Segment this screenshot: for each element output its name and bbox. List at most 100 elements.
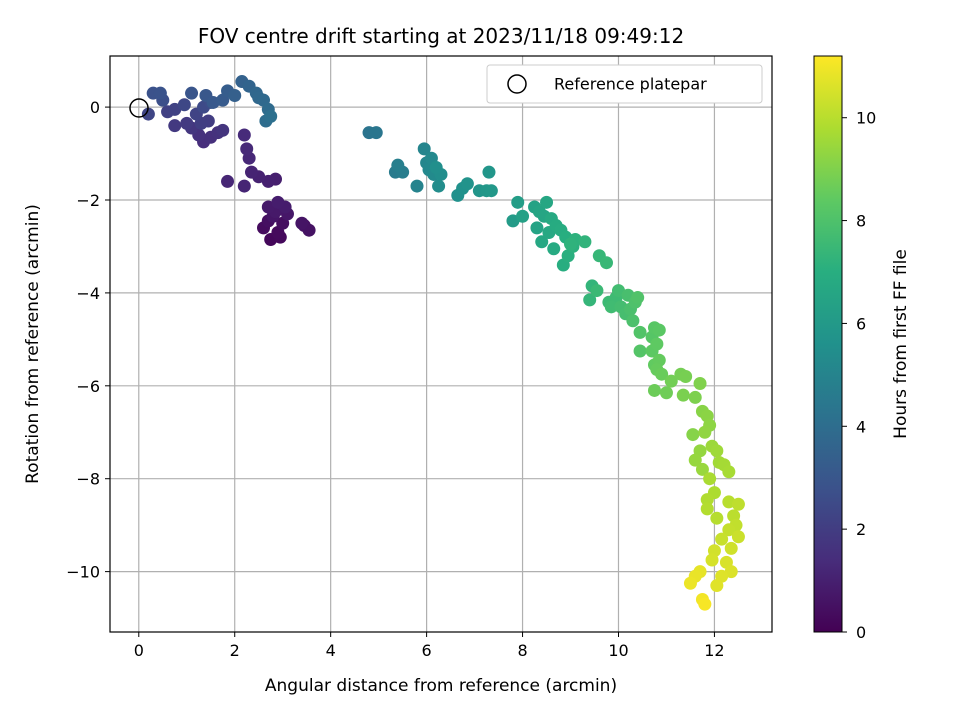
data-point [705,553,719,567]
data-point [683,576,697,590]
data-point [700,493,714,507]
data-point [710,579,724,593]
data-point [652,323,666,337]
data-point [221,174,235,188]
colorbar: 0 2 4 6 8 10 Hours from first FF file [813,55,911,642]
data-point [153,86,167,100]
data-point [530,221,544,235]
data-point [686,428,700,442]
data-point [484,184,498,198]
data-point [547,242,561,256]
data-point [731,497,745,511]
data-point [237,128,251,142]
data-point [703,472,717,486]
data-point [295,216,309,230]
chart-title: FOV centre drift starting at 2023/11/18 … [198,24,684,48]
y-tick-label: −4 [76,284,100,303]
data-point [647,383,661,397]
data-point [731,530,745,544]
data-point [633,325,647,339]
colorbar-label: Hours from first FF file [891,249,911,439]
data-point [180,116,194,130]
data-point [511,195,525,209]
data-point [659,386,673,400]
y-tick-label: −10 [66,563,100,582]
data-point [185,86,199,100]
data-point [141,107,155,121]
x-tick-label: 10 [608,641,628,660]
legend-marker-icon [507,74,527,94]
data-point [655,367,669,381]
colorbar-tick-label: 6 [856,314,866,333]
x-axis-label: Angular distance from reference (arcmin) [265,676,617,696]
data-point [245,165,259,179]
data-point [168,119,182,133]
colorbar-tick-label: 4 [856,417,866,436]
x-tick-label: 6 [422,641,432,660]
data-point [722,465,736,479]
x-tick-label: 4 [326,641,336,660]
data-point [600,256,613,270]
data-point [693,376,707,390]
data-point [429,160,443,174]
data-point [604,300,618,314]
data-point [417,142,431,156]
data-point [695,462,709,476]
x-tick-label: 12 [704,641,724,660]
data-point [264,109,278,123]
y-tick-label: −2 [76,191,100,210]
y-tick-label: −8 [76,470,100,489]
data-point [535,235,549,249]
colorbar-tick-label: 10 [856,109,876,128]
data-points [141,75,745,611]
x-tick-label: 0 [134,641,144,660]
data-point [710,511,724,525]
data-point [216,123,230,137]
x-tick-label: 2 [230,641,240,660]
data-point [631,291,645,305]
data-point [391,158,405,172]
data-point [410,179,424,193]
data-point [664,374,678,388]
colorbar-tick-label: 0 [856,623,866,642]
data-point [578,235,592,249]
data-point [516,209,530,223]
data-point [710,444,724,458]
grid-lines [110,56,772,632]
colorbar-tick-label: 2 [856,520,866,539]
data-point [633,344,647,358]
colorbar-ticks: 0 2 4 6 8 10 [842,109,876,642]
data-point [679,370,693,384]
data-point [724,541,738,555]
data-point [590,284,604,298]
data-point [228,88,242,102]
data-point [715,532,729,546]
data-point [722,523,736,537]
y-tick-label: 0 [90,98,100,117]
data-point [369,126,383,140]
data-point [482,165,496,179]
data-point [271,195,285,209]
plot-frame [109,55,773,633]
data-point [688,390,702,404]
legend-box [486,64,763,104]
y-axis-label: Rotation from reference (arcmin) [23,204,43,484]
y-axis-ticks: 0 −2 −4 −6 −8 −10 [66,98,110,582]
y-tick-label: −6 [76,377,100,396]
data-point [177,98,191,112]
data-point [626,314,640,328]
data-point [698,425,712,439]
data-point [676,388,690,402]
legend: Reference platepar [486,64,763,104]
data-point [698,597,712,611]
x-tick-label: 8 [517,641,527,660]
data-point [432,179,446,193]
data-point [237,179,251,193]
data-point [650,337,664,351]
data-point [688,453,702,467]
data-point [583,293,597,307]
colorbar-gradient [813,55,843,633]
legend-entry-label: Reference platepar [554,75,707,94]
colorbar-tick-label: 8 [856,212,866,231]
